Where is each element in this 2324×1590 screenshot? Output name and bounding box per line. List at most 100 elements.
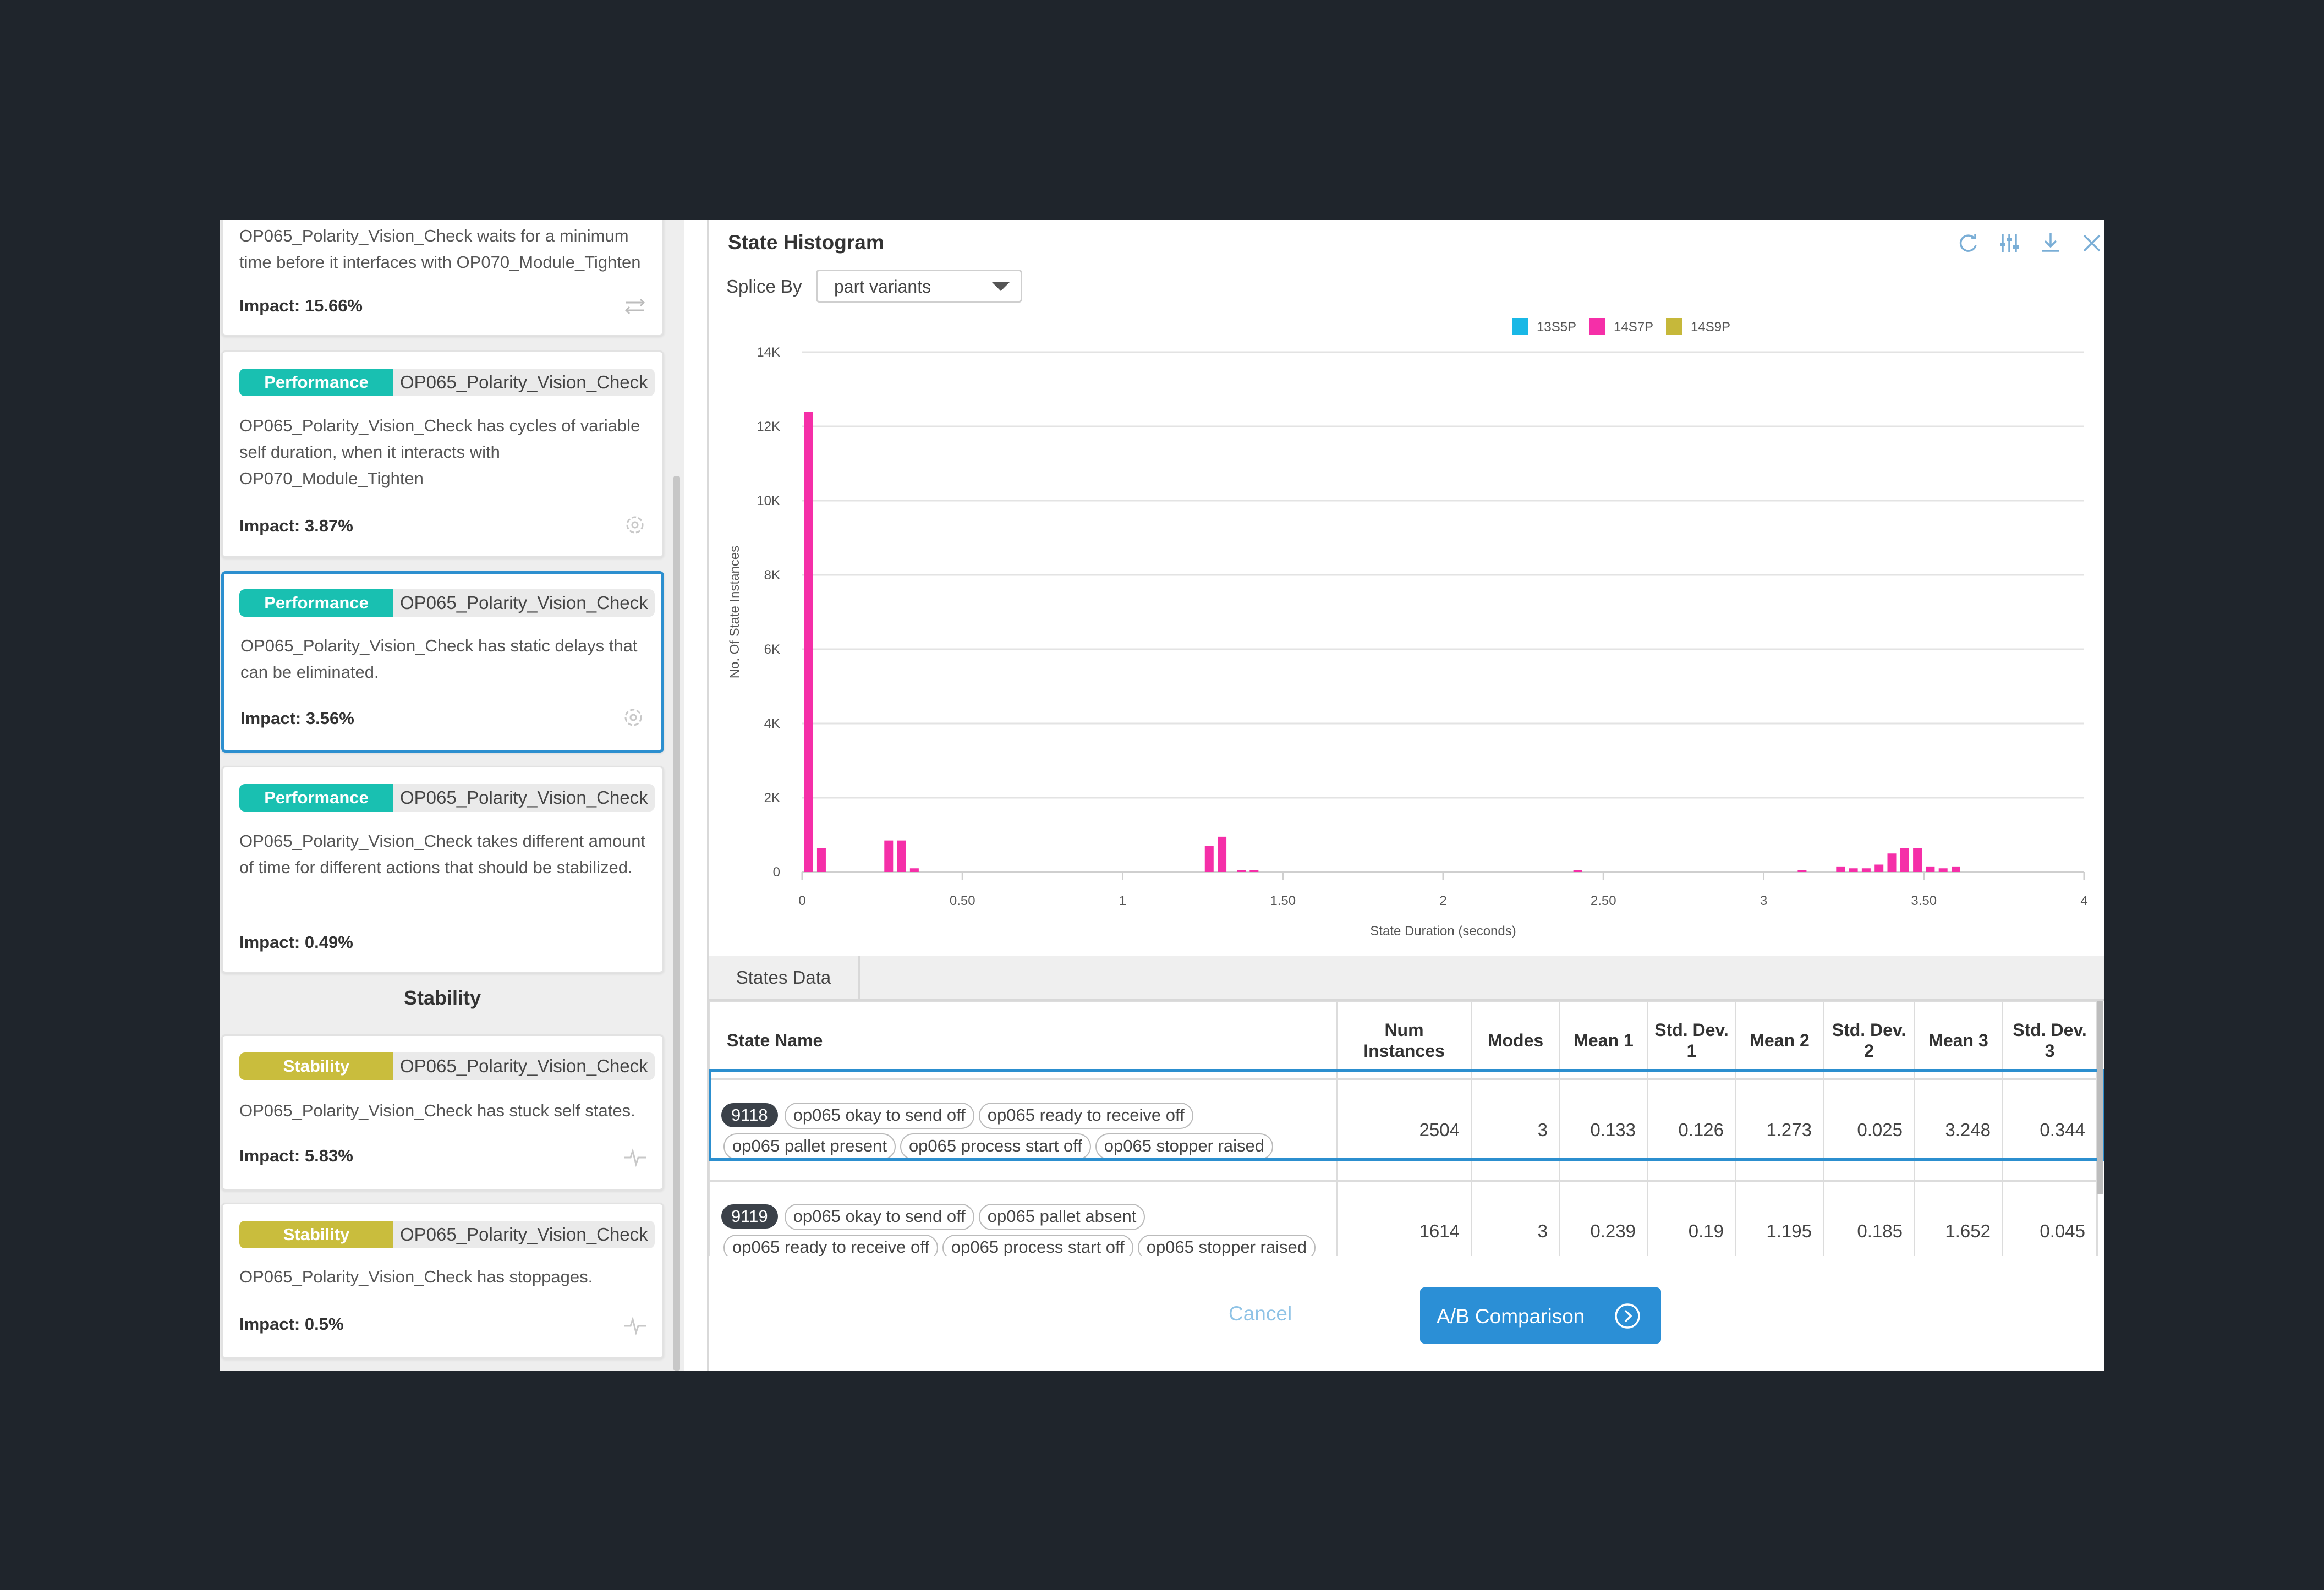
std2-cell: 0.025 (1823, 1078, 1915, 1182)
tab-strip: States Data (709, 956, 2104, 1001)
insight-card[interactable]: OP065_Polarity_Vision_Check waits for a … (221, 220, 664, 336)
state-pill: op065 stopper raised (1137, 1235, 1316, 1256)
num-instances-cell: 1614 (1336, 1180, 1472, 1256)
column-header[interactable]: Modes (1471, 1001, 1560, 1080)
insight-card-selected[interactable]: Performance OP065_Polarity_Vision_Check … (221, 571, 664, 753)
mean2-cell: 1.195 (1735, 1180, 1824, 1256)
target-icon[interactable] (620, 704, 646, 731)
state-pill: op065 process start off (900, 1133, 1091, 1160)
column-header[interactable]: Mean 3 (1914, 1001, 2003, 1080)
y-tick-label: 0 (773, 865, 780, 880)
column-header[interactable]: Mean 2 (1735, 1001, 1824, 1080)
chevron-right-circle-icon (1615, 1303, 1640, 1329)
table-row[interactable]: 9119 op065 okay to send off op065 pallet a… (709, 1180, 2098, 1256)
histogram-bar (1204, 846, 1214, 872)
left-scrollbar[interactable] (673, 476, 680, 1371)
insight-card[interactable]: Performance OP065_Polarity_Vision_Check … (221, 766, 664, 973)
modes-cell: 3 (1471, 1180, 1560, 1256)
category-tag: Performance (239, 589, 393, 617)
insight-card[interactable]: Stability OP065_Polarity_Vision_Check OP… (221, 1034, 664, 1191)
splice-by-value: part variants (834, 277, 931, 297)
table-row[interactable]: 9118 op065 okay to send off op065 ready to… (709, 1078, 2098, 1182)
state-pill: op065 ready to receive off (978, 1103, 1193, 1129)
insight-description: OP065_Polarity_Vision_Check has static d… (240, 636, 638, 682)
mean3-cell: 3.248 (1914, 1078, 2003, 1182)
std1-cell: 0.126 (1647, 1078, 1736, 1182)
column-header[interactable]: Std. Dev. 2 (1823, 1001, 1915, 1080)
splice-by-dropdown[interactable]: part variants (816, 270, 1022, 303)
insight-impact: Impact: 15.66% (239, 296, 363, 315)
insight-tag-row: Stability OP065_Polarity_Vision_Check (239, 1221, 655, 1248)
column-header[interactable]: Mean 1 (1559, 1001, 1648, 1080)
num-instances-cell: 2504 (1336, 1078, 1472, 1182)
histogram-bar (1836, 866, 1845, 872)
station-name: OP065_Polarity_Vision_Check (393, 1052, 655, 1080)
y-tick-label: 14K (757, 345, 780, 360)
state-name-cell: 9119 op065 okay to send off op065 pallet a… (709, 1180, 1338, 1256)
y-tick-label: 10K (757, 494, 780, 508)
swap-arrows-icon[interactable] (622, 293, 648, 320)
category-tag: Performance (239, 784, 393, 812)
settings-sliders-icon[interactable] (1996, 230, 2022, 256)
ab-comparison-button[interactable]: A/B Comparison (1420, 1287, 1661, 1344)
legend-swatch (1666, 318, 1682, 335)
category-tag: Stability (239, 1221, 393, 1248)
state-id-badge: 9118 (721, 1103, 778, 1127)
column-header[interactable]: Num Instances (1336, 1001, 1472, 1080)
insight-tag-row: Performance OP065_Polarity_Vision_Check (239, 369, 655, 396)
close-icon[interactable] (2079, 230, 2104, 256)
insight-tag-row: Performance OP065_Polarity_Vision_Check (239, 784, 655, 812)
column-header[interactable]: Std. Dev. 1 (1647, 1001, 1736, 1080)
pulse-icon[interactable] (622, 1312, 648, 1338)
histogram-bar (1573, 870, 1582, 872)
x-tick-label: 4 (2080, 893, 2087, 908)
table-scrollbar[interactable] (2097, 1001, 2103, 1194)
splice-by-label: Splice By (726, 276, 802, 297)
y-axis-title: No. Of State Instances (727, 546, 742, 678)
cancel-button[interactable]: Cancel (1229, 1302, 1292, 1325)
histogram-bar (1249, 870, 1259, 872)
mean3-cell: 1.652 (1914, 1180, 2003, 1256)
insight-description: OP065_Polarity_Vision_Check has cycles o… (239, 416, 640, 488)
state-pill: op065 pallet absent (978, 1204, 1145, 1230)
insight-impact: Impact: 0.49% (239, 933, 353, 952)
histogram-bar (1861, 868, 1871, 872)
download-icon[interactable] (2037, 230, 2064, 256)
pulse-icon[interactable] (622, 1143, 648, 1170)
legend-label: 14S9P (1691, 320, 1730, 335)
target-icon[interactable] (622, 512, 648, 538)
x-tick-label: 0 (798, 893, 805, 908)
state-name-cell: 9118 op065 okay to send off op065 ready to… (709, 1078, 1338, 1182)
insight-description: OP065_Polarity_Vision_Check has stoppage… (239, 1267, 593, 1286)
column-header[interactable]: Std. Dev. 3 (2002, 1001, 2098, 1080)
insight-card[interactable]: Stability OP065_Polarity_Vision_Check OP… (221, 1203, 664, 1359)
histogram-chart: 0 2K 4K 6K 8K 10K 12K 14K 0 0.50 1 1.50 2 2.50 3 3.50 4 S… (727, 318, 2088, 939)
y-tick-label: 2K (764, 791, 780, 805)
histogram-bar (1926, 866, 1935, 872)
std3-cell: 0.344 (2002, 1078, 2098, 1182)
state-pill: op065 okay to send off (784, 1103, 974, 1129)
y-tick-label: 6K (764, 642, 780, 657)
column-header[interactable]: State Name (709, 1001, 1338, 1080)
histogram-bar (1938, 868, 1948, 872)
mean1-cell: 0.133 (1559, 1078, 1648, 1182)
state-pill: op065 okay to send off (784, 1204, 974, 1230)
insights-panel: OP065_Polarity_Vision_Check waits for a … (220, 220, 684, 1371)
insight-card[interactable]: Performance OP065_Polarity_Vision_Check … (221, 350, 664, 558)
histogram-bar (804, 412, 813, 872)
state-pill: op065 pallet present (723, 1133, 896, 1160)
tab-states-data[interactable]: States Data (709, 956, 860, 999)
refresh-icon[interactable] (1955, 230, 1981, 256)
x-tick-label: 3 (1760, 893, 1767, 908)
section-header-stability: Stability (403, 986, 481, 1009)
x-axis-title: State Duration (seconds) (1370, 924, 1516, 939)
states-table-container: State Name Num Instances Modes Mean 1 St… (709, 1001, 2104, 1256)
station-name: OP065_Polarity_Vision_Check (393, 784, 655, 812)
histogram-bar (909, 868, 919, 872)
insight-description: OP065_Polarity_Vision_Check takes differ… (239, 831, 646, 877)
modes-cell: 3 (1471, 1078, 1560, 1182)
x-tick-label: 3.50 (1911, 893, 1937, 908)
histogram-bar (1874, 864, 1884, 872)
histogram-bar (1900, 848, 1909, 872)
state-pill: op065 process start off (942, 1235, 1133, 1256)
